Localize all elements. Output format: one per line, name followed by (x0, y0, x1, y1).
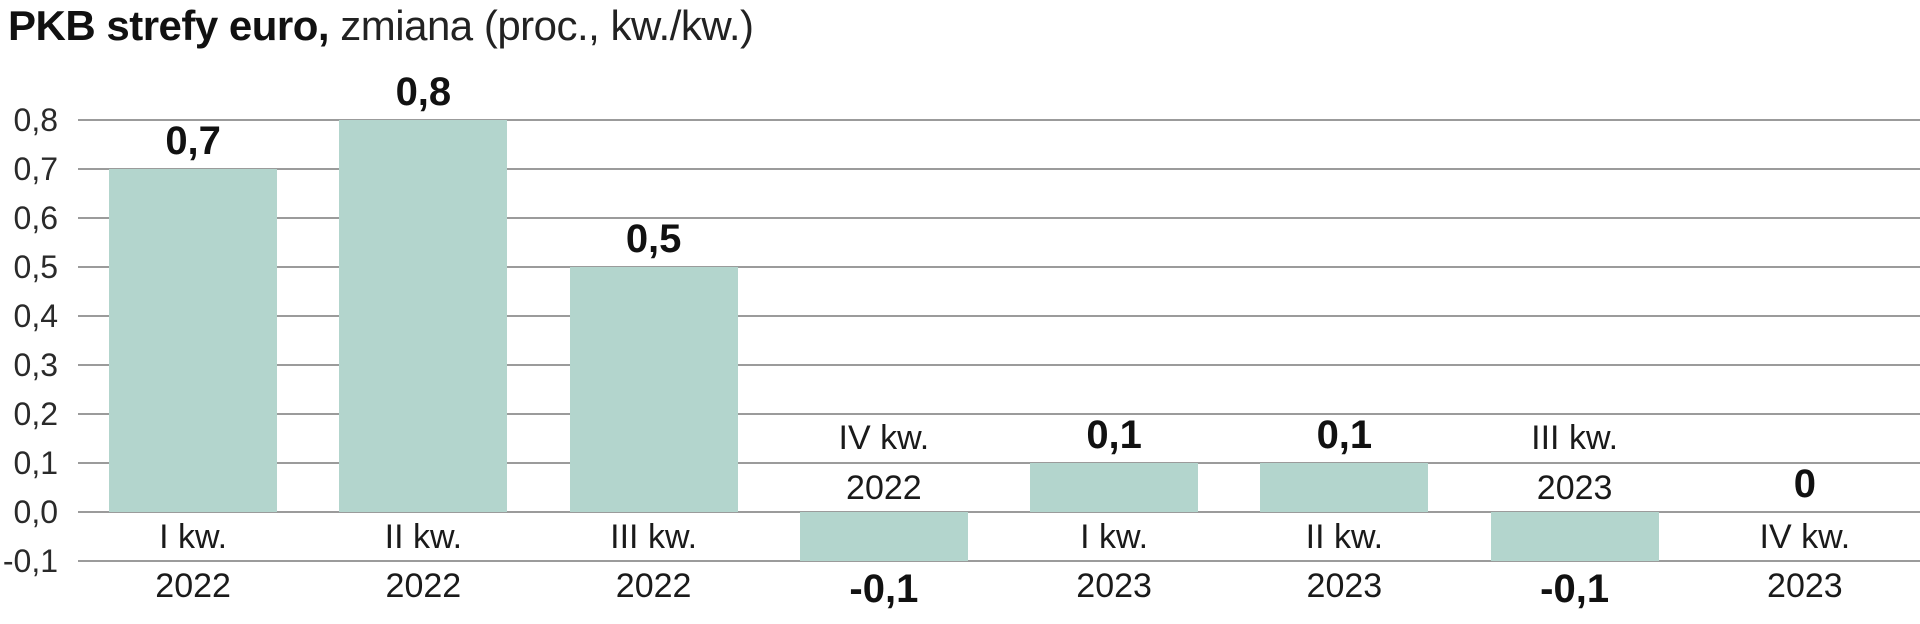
bar-value-label: 0,1 (1086, 413, 1142, 457)
y-axis-tick-label: 0,6 (13, 200, 58, 236)
bar-category-year: 2022 (155, 567, 231, 605)
bar-category-quarter: IV kw. (838, 419, 930, 457)
bar-category-year: 2022 (385, 567, 462, 605)
chart-title-subtitle: zmiana (proc., kw./kw.) (340, 2, 754, 49)
bar-category-year: 2023 (1306, 567, 1383, 605)
bar (339, 120, 508, 512)
bar-category-quarter: IV kw. (1759, 518, 1851, 556)
gridline (78, 462, 1920, 464)
bar-value-label: 0,5 (625, 217, 682, 261)
chart-title-bold: PKB strefy euro, (8, 2, 330, 49)
gridline (78, 315, 1920, 317)
bar-category-quarter: II kw. (1305, 518, 1384, 556)
bar-category-year: 2022 (846, 469, 922, 507)
bar-category-quarter: I kw. (159, 518, 228, 556)
bar-category-year: 2023 (1767, 567, 1843, 605)
bar-category-quarter: II kw. (384, 518, 463, 556)
bar-category-quarter: I kw. (1080, 518, 1149, 556)
y-axis-tick-label: 0,1 (13, 445, 58, 481)
bar-category-quarter: III kw. (610, 518, 698, 556)
bar-category-year: 2023 (1076, 567, 1152, 605)
gridline (78, 266, 1920, 268)
chart-title: PKB strefy euro, zmiana (proc., kw./kw.) (8, 2, 754, 50)
gridline (78, 364, 1920, 366)
y-axis-tick-label: -0,1 (2, 543, 58, 579)
y-axis-tick-label: 0,2 (13, 396, 58, 432)
y-axis-tick-label: 0,5 (13, 249, 58, 285)
bar-value-label: 0 (1793, 462, 1816, 506)
bar-value-label: -0,1 (1540, 567, 1610, 611)
gridline (78, 560, 1920, 562)
y-axis-tick-label: 0,0 (13, 494, 58, 530)
gridline (78, 413, 1920, 415)
y-axis-tick-label: 0,4 (13, 298, 58, 334)
bar (1030, 463, 1199, 512)
bar (1490, 512, 1659, 561)
bar-category-quarter: III kw. (1531, 419, 1619, 457)
bar-category-year: 2023 (1536, 469, 1613, 507)
y-axis-tick-label: 0,7 (13, 151, 58, 187)
y-axis-tick-label: 0,3 (13, 347, 58, 383)
bar (1260, 463, 1429, 512)
gridline (78, 119, 1920, 121)
bar (569, 267, 738, 512)
bar-category-year: 2022 (615, 567, 692, 605)
bar (799, 512, 968, 561)
gridline (78, 168, 1920, 170)
bar-value-label: 0,8 (395, 70, 452, 114)
bar-value-label: 0,7 (165, 119, 221, 163)
gridline (78, 217, 1920, 219)
bar (109, 169, 278, 512)
gridline (78, 511, 1920, 513)
bar-value-label: -0,1 (849, 567, 919, 611)
y-axis-tick-label: 0,8 (13, 102, 58, 138)
bar-value-label: 0,1 (1316, 413, 1373, 457)
